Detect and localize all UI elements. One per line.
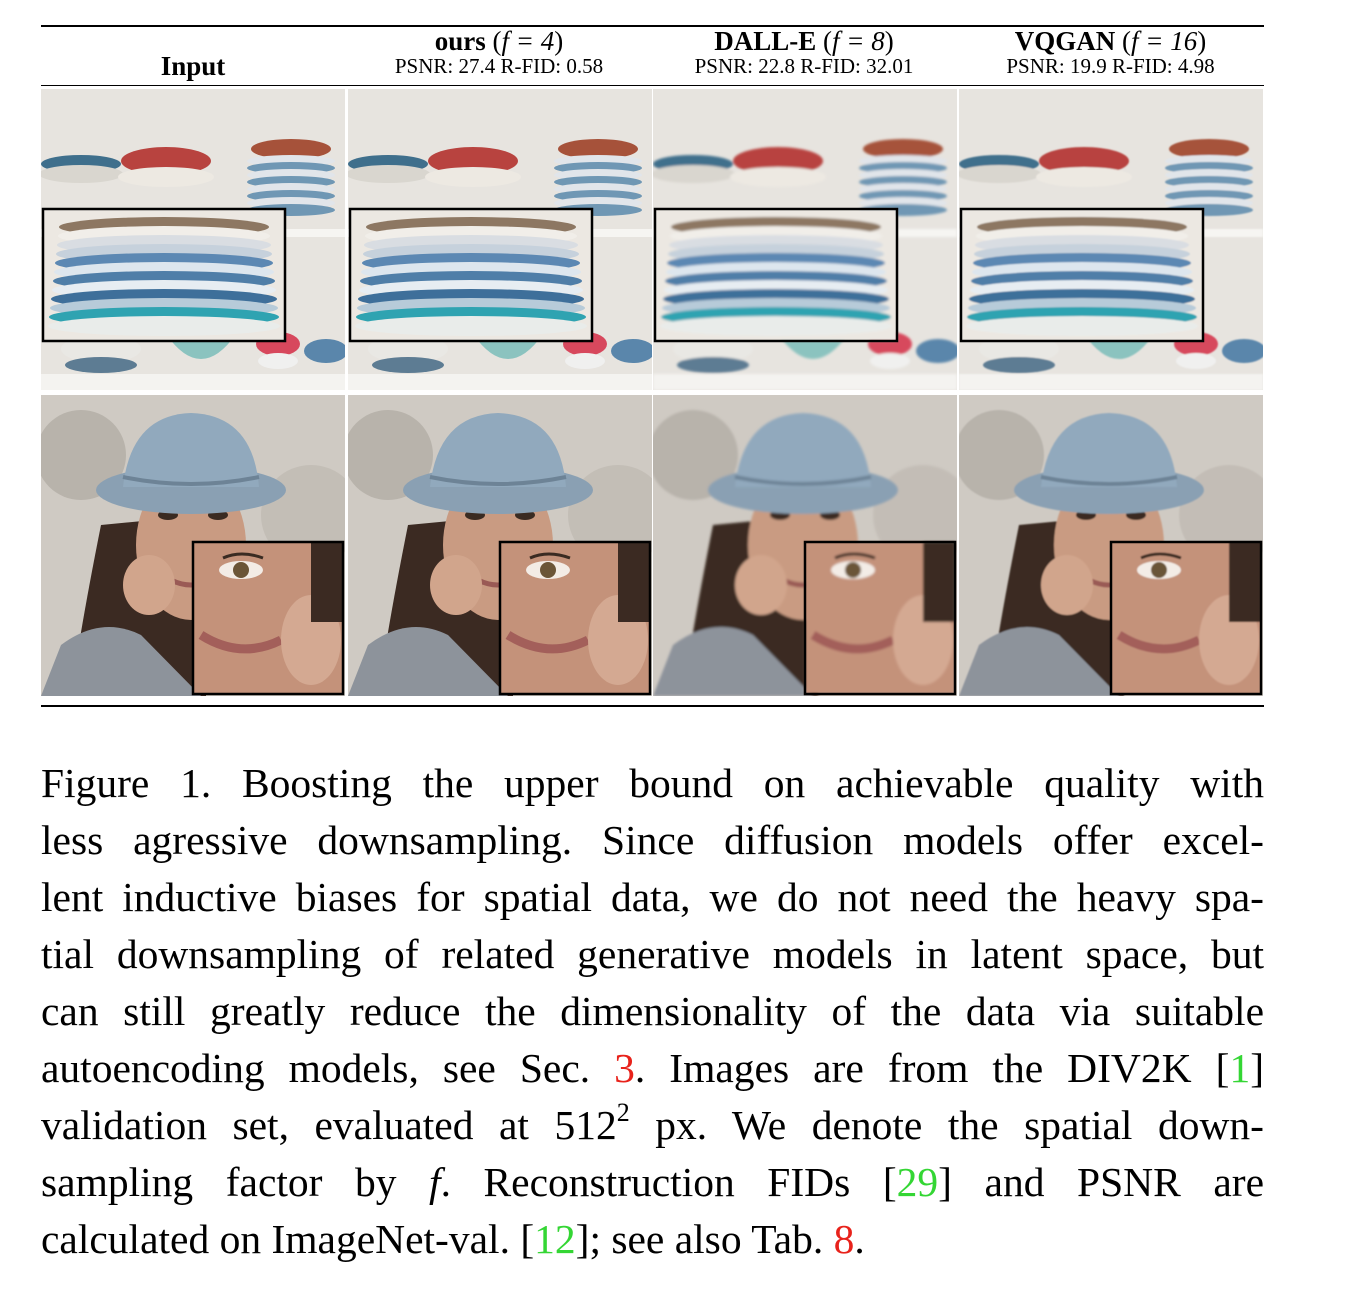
caption-line: less agressive downsampling. Since diffu…: [41, 817, 1264, 863]
column-label: Input: [160, 51, 226, 81]
factor-label: f = 16: [1131, 26, 1198, 56]
rfid-value: 4.98: [1177, 54, 1215, 78]
rfid-value: 0.58: [566, 54, 604, 78]
plates-image-dalle: [653, 89, 957, 390]
top-rule: [41, 25, 1264, 27]
caption-line: lent inductive biases for spatial data, …: [41, 874, 1264, 920]
citation-link[interactable]: 8: [833, 1216, 855, 1262]
column-header-ours: ours (f = 4) PSNR: 27.4 R-FID: 0.58: [394, 26, 604, 78]
citation-link[interactable]: 3: [614, 1045, 635, 1091]
psnr-label: PSNR:: [394, 54, 454, 78]
caption-line: calculated on ImageNet-val. [12]; see al…: [41, 1216, 865, 1262]
psnr-label: PSNR:: [1006, 54, 1065, 78]
column-label: DALL-E: [714, 26, 817, 56]
column-header-vqgan: VQGAN (f = 16) PSNR: 19.9 R-FID: 4.98: [1006, 26, 1215, 78]
portrait-image-vqgan: [959, 395, 1263, 696]
portrait-image-ours: [348, 395, 652, 696]
portrait-image-input: [41, 395, 345, 696]
psnr-label: PSNR:: [694, 54, 753, 78]
factor-label: f = 4: [501, 26, 555, 56]
portrait-image-dalle: [653, 395, 957, 696]
rfid-value: 32.01: [866, 54, 914, 78]
superscript: 2: [616, 1098, 630, 1127]
factor-label: f = 8: [832, 26, 885, 56]
caption-line: tial downsampling of related generative …: [41, 931, 1264, 977]
rfid-label: R-FID:: [800, 54, 861, 78]
caption-line: can still greatly reduce the dimensional…: [41, 988, 1264, 1034]
psnr-value: 19.9: [1069, 54, 1107, 78]
citation-link[interactable]: 12: [534, 1216, 576, 1262]
column-label: ours: [434, 26, 486, 56]
plates-image-input: [41, 89, 345, 390]
caption-line: autoencoding models, see Sec. 3. Images …: [41, 1045, 1265, 1091]
rfid-label: R-FID:: [1111, 54, 1173, 78]
caption-line: validation set, evaluated at 5122 px. We…: [41, 1098, 1264, 1149]
column-header-input: Input: [41, 27, 345, 83]
plates-image-ours: [348, 89, 652, 390]
plates-image-vqgan: [959, 89, 1263, 390]
psnr-value: 22.8: [758, 54, 795, 78]
psnr-value: 27.4: [458, 54, 496, 78]
header-rule: [41, 85, 1264, 86]
math-symbol: f: [429, 1159, 441, 1205]
column-header-dalle: DALL-E (f = 8) PSNR: 22.8 R-FID: 32.01: [694, 26, 914, 78]
column-label: VQGAN: [1014, 26, 1116, 56]
figure-caption: Figure 1. Boosting the upper bound on ac…: [41, 755, 1264, 1268]
citation-link[interactable]: 29: [896, 1159, 939, 1205]
rfid-label: R-FID:: [500, 54, 562, 78]
bottom-rule: [41, 705, 1264, 707]
caption-line: sampling factor by f. Reconstruction FID…: [41, 1159, 1265, 1205]
caption-line: Figure 1. Boosting the upper bound on ac…: [41, 760, 1264, 806]
citation-link[interactable]: 1: [1229, 1045, 1251, 1091]
